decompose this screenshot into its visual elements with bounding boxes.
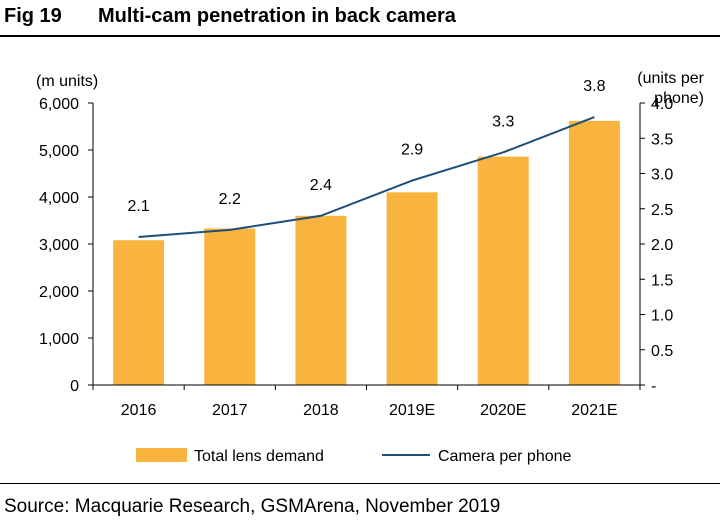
bar-2016: [113, 240, 165, 385]
chart: 0 1,000 2,000 3,000 4,000 5,000 6,000 - 0.5 1.0 1.…: [36, 70, 705, 465]
left-tick-label: 2,000: [39, 284, 79, 301]
left-tick-label: 0: [70, 378, 79, 395]
bar-2020E: [477, 156, 529, 385]
right-tick-label: -: [651, 378, 656, 395]
line-camera-per-phone: [138, 116, 595, 238]
right-axis-title: (units per phone): [637, 70, 704, 107]
left-tick-label: 6,000: [39, 96, 79, 113]
right-tick-label: 0.5: [651, 343, 673, 360]
right-tick-label: 2.5: [651, 202, 673, 219]
left-tick-label: 3,000: [39, 237, 79, 254]
x-tick-label: 2016: [121, 402, 157, 419]
source-rule: [0, 483, 720, 484]
left-axis-title: (m units): [36, 73, 98, 90]
right-tick-label: 2.0: [651, 237, 673, 254]
x-tick-label: 2019E: [389, 402, 435, 419]
data-label: 3.3: [492, 113, 514, 130]
data-label: 2.1: [127, 198, 149, 215]
x-tick-label: 2017: [212, 402, 248, 419]
legend-label: Camera per phone: [438, 448, 572, 465]
source-note: Source: Macquarie Research, GSMArena, No…: [4, 496, 501, 517]
x-tick-label: 2018: [303, 402, 339, 419]
right-tick-label: 3.5: [651, 131, 673, 148]
right-tick-label: 3.0: [651, 167, 673, 184]
right-tick-label: 1.0: [651, 308, 673, 325]
left-tick-label: 4,000: [39, 190, 79, 207]
figure-title: Fig 19 Multi-cam penetration in back came…: [4, 5, 456, 28]
legend-swatch-bar: [136, 448, 187, 462]
figure-number: Fig 19: [4, 5, 62, 27]
bar-2019E: [386, 192, 438, 385]
bar-2021E: [568, 120, 620, 386]
right-tick-label: 1.5: [651, 272, 673, 289]
data-label: 2.9: [401, 142, 423, 159]
x-tick-label: 2021E: [571, 402, 617, 419]
right-tick-label: 4.0: [651, 96, 673, 113]
data-label: 2.2: [219, 191, 241, 208]
data-label: 2.4: [310, 177, 332, 194]
left-tick-label: 5,000: [39, 143, 79, 160]
title-rule: [0, 35, 720, 37]
left-tick-label: 1,000: [39, 331, 79, 348]
legend-label: Total lens demand: [194, 448, 324, 465]
figure-title-text: Multi-cam penetration in back camera: [98, 5, 456, 27]
bar-2017: [204, 228, 256, 385]
data-label: 3.8: [583, 78, 605, 95]
bar-2018: [295, 215, 347, 385]
x-tick-label: 2020E: [480, 402, 526, 419]
